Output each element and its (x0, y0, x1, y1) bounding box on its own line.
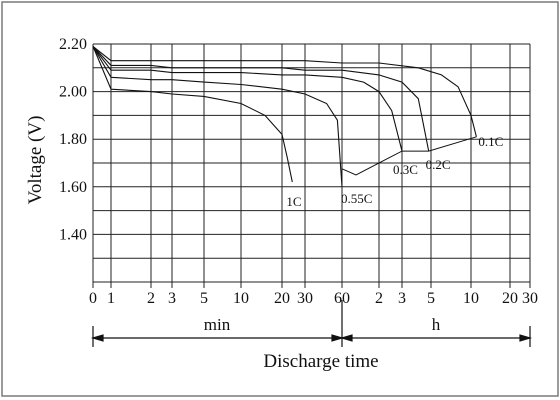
series-label: 1C (286, 194, 301, 209)
series-label: 0.2C (426, 157, 451, 172)
grid (92, 43, 531, 288)
series-line-0_3C (92, 46, 403, 152)
series-label: 0.1C (478, 134, 503, 149)
x-tick-label: 30 (297, 290, 313, 307)
series-layer (92, 45, 477, 187)
y-tick-label: 2.00 (59, 84, 87, 101)
x-tick-label: 0 (89, 290, 97, 307)
y-tick-label: 1.40 (59, 226, 87, 243)
series-line-0_2C (92, 46, 430, 152)
unit-bracket (90, 300, 533, 347)
series-label: 0.3C (393, 162, 418, 177)
x-tick-label: 1 (107, 290, 115, 307)
x-tick-label: 10 (233, 290, 249, 307)
y-tick-label: 1.60 (59, 179, 87, 196)
x-tick-label: 2 (375, 290, 383, 307)
x-unit-h: h (432, 315, 441, 334)
x-tick-label: 3 (398, 290, 406, 307)
series-line-0_55C (92, 46, 343, 187)
series-line-1C (92, 46, 293, 183)
x-tick-label: 2 (147, 290, 155, 307)
x-tick-label: 60 (334, 290, 350, 307)
x-tick-label: 30 (522, 290, 538, 307)
x-unit-min: min (204, 315, 231, 334)
x-tick-label: 20 (274, 290, 290, 307)
series-label: 0.55C (341, 191, 372, 206)
x-tick-label: 20 (502, 290, 518, 307)
tick-labels: 0 1 2 3 5 10 20 30 60 2 3 5 10 20 302.202.001.801.601.… (59, 36, 538, 307)
x-axis-label: Discharge time (263, 351, 378, 372)
x-tick-label: 5 (200, 290, 208, 307)
end-voltage-connector (341, 136, 477, 176)
x-tick-label: 10 (463, 290, 479, 307)
series-line-0_1C (92, 45, 477, 137)
y-tick-label: 1.80 (59, 131, 87, 148)
x-tick-label: 5 (427, 290, 435, 307)
series-labels: 1C 0.55C 0.3C 0.2C 0.1C (286, 134, 503, 209)
y-tick-label: 2.20 (59, 36, 87, 53)
x-tick-label: 3 (168, 290, 176, 307)
y-axis-label: Voltage (V) (25, 116, 46, 205)
